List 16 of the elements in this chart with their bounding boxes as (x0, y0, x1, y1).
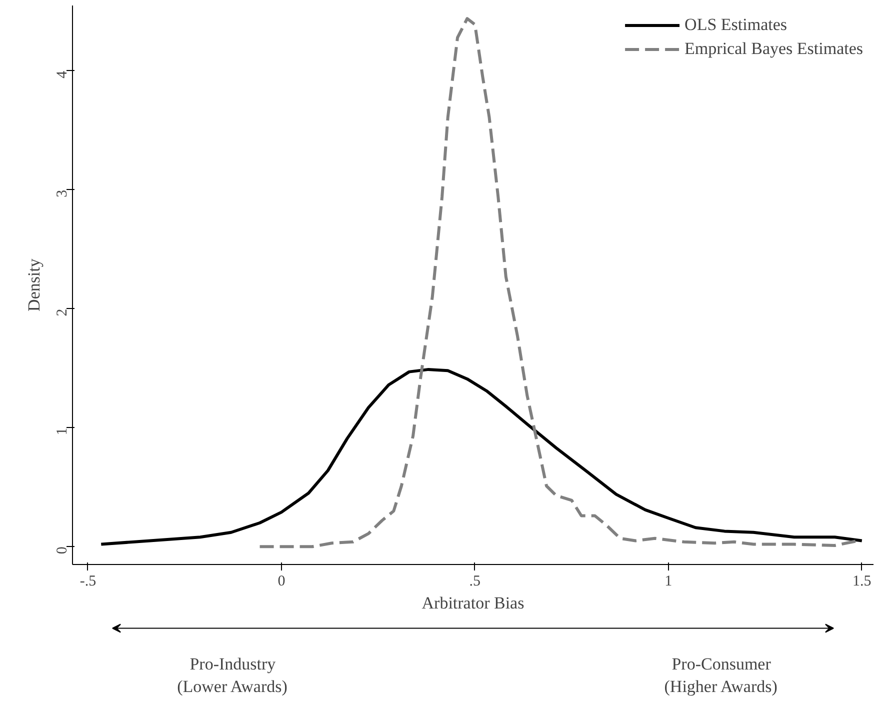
x-tick-label: 1 (664, 574, 672, 590)
text: Pro-Industry (Lower Awards) (177, 654, 288, 696)
y-tick-label: 3 (54, 190, 70, 198)
x-tick-label: 0 (278, 574, 286, 590)
text: Pro-Consumer (Higher Awards) (664, 654, 778, 696)
y-tick-label: 4 (54, 70, 70, 78)
x-axis-title: Arbitrator Bias (422, 594, 524, 612)
y-axis-title: Density (24, 258, 44, 312)
legend-label: Emprical Bayes Estimates (684, 39, 863, 59)
legend-label: OLS Estimates (684, 15, 788, 35)
y-tick-label: 2 (54, 308, 70, 316)
y-tick-label: 1 (54, 428, 70, 436)
x-tick-label: 1.5 (852, 574, 872, 590)
x-tick-label: .5 (469, 574, 481, 590)
y-tick-label: 0 (54, 546, 70, 554)
x-tick-label: -.5 (80, 574, 96, 590)
